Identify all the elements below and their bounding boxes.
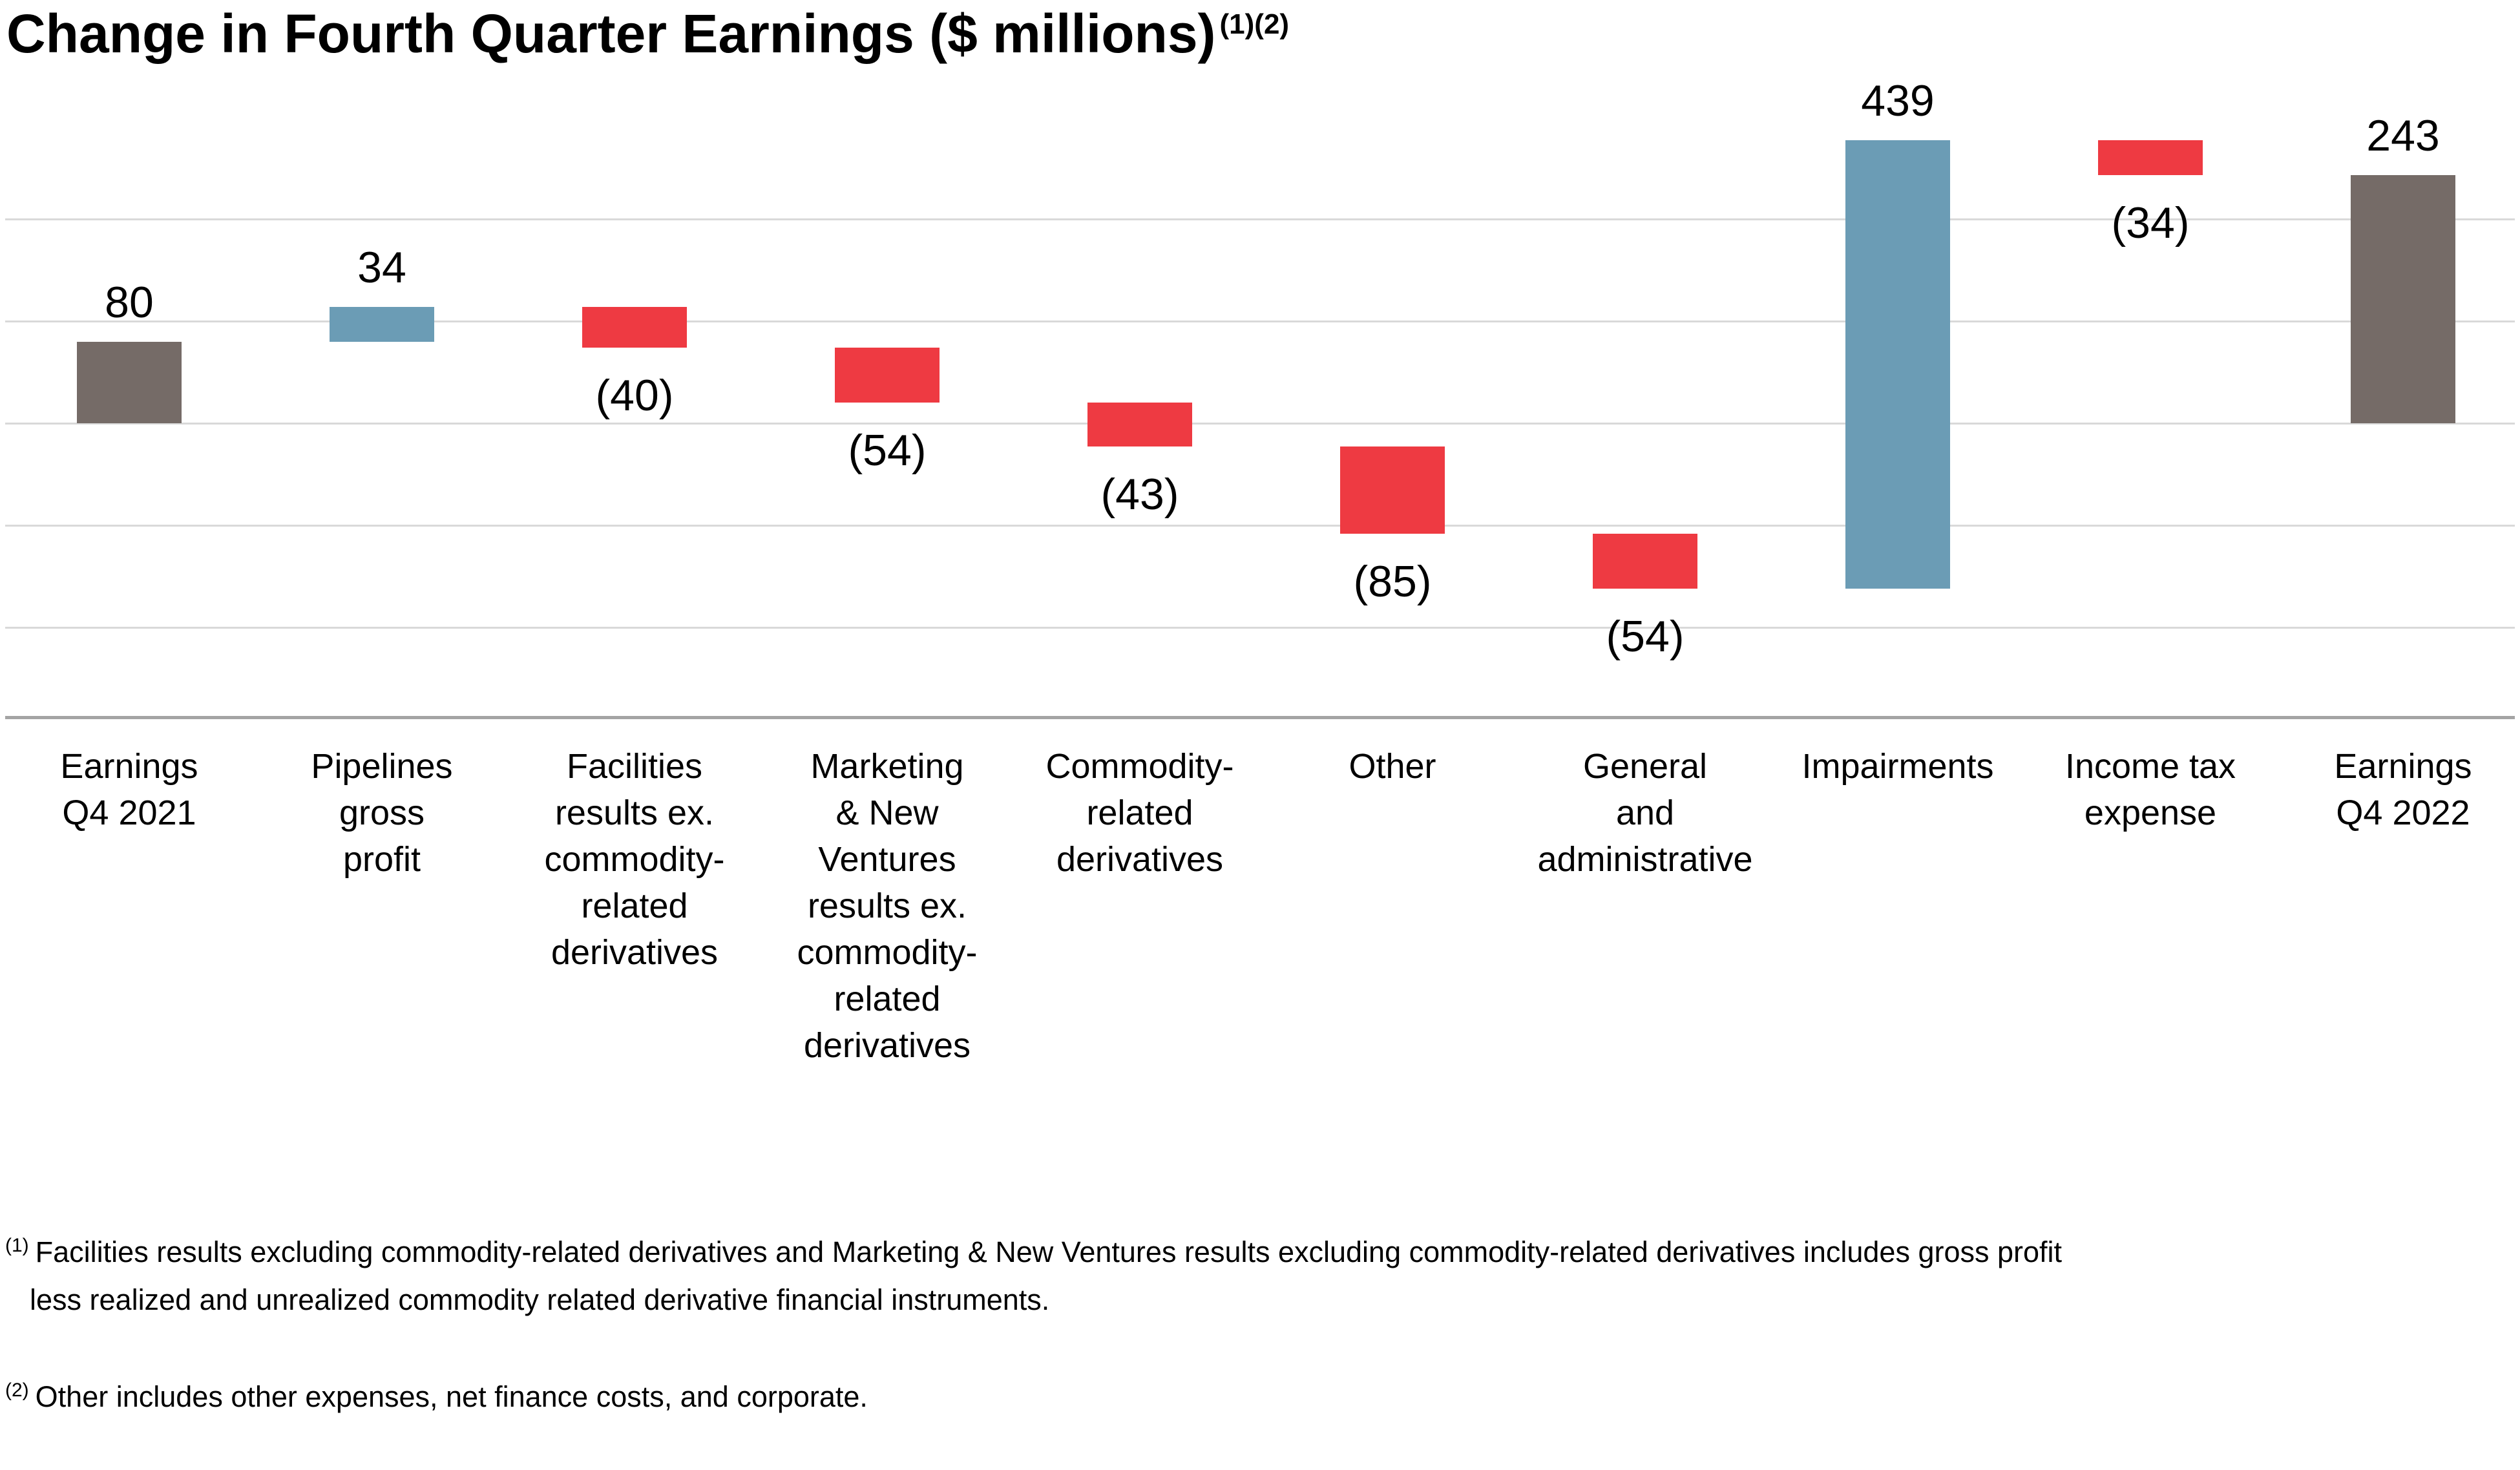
footnote-1-line-1: (1) Facilities results excluding commodit…	[5, 1235, 2062, 1269]
waterfall-bar-income-tax	[2098, 140, 2203, 176]
category-label-pipelines: Pipelines gross profit	[311, 747, 453, 879]
category-label-general: General and administrative	[1537, 747, 1753, 879]
chart-title-text: Change in Fourth Quarter Earnings ($ mil…	[6, 3, 1216, 64]
category-label-impairments: Impairments	[1801, 747, 1994, 786]
value-label-income-tax: (34)	[2111, 198, 2190, 248]
waterfall-bar-commodity-	[1087, 403, 1192, 447]
category-label-income-tax: Income tax expense	[2064, 747, 2236, 832]
footnote-2: (2) Other includes other expenses, net fi…	[5, 1380, 868, 1414]
waterfall-bar-general	[1593, 533, 1697, 589]
waterfall-bar-other	[1340, 446, 1445, 534]
category-label-earnings: Earnings Q4 2021	[60, 747, 198, 832]
x-axis-line	[5, 716, 2515, 719]
value-label-earnings: 80	[105, 277, 154, 327]
gridline-0	[5, 422, 2515, 425]
waterfall-bar-pipelines	[330, 306, 434, 342]
category-label-commodity-: Commodity- related derivatives	[1045, 747, 1234, 879]
footnote-1-text-continued: less realized and unrealized commodity r…	[30, 1283, 1050, 1316]
footnote-2-marker: (2)	[5, 1380, 29, 1401]
value-label-other: (85)	[1353, 556, 1432, 606]
waterfall-bar-facilities	[582, 306, 687, 348]
value-label-marketing: (54)	[848, 426, 927, 476]
gridline-100	[5, 320, 2515, 322]
chart-title: Change in Fourth Quarter Earnings ($ mil…	[6, 3, 1289, 65]
value-label-commodity-: (43)	[1100, 470, 1179, 520]
value-label-pipelines: 34	[357, 242, 406, 292]
value-label-general: (54)	[1606, 611, 1685, 661]
waterfall-bar-impairments	[1845, 140, 1950, 589]
footnote-2-text: Other includes other expenses, net finan…	[35, 1380, 868, 1413]
gridline--200	[5, 626, 2515, 629]
value-label-facilities: (40)	[595, 371, 674, 421]
footnote-1-marker: (1)	[5, 1235, 29, 1256]
gridline-200	[5, 218, 2515, 220]
gridline--100	[5, 524, 2515, 527]
waterfall-bar-marketing	[835, 348, 940, 403]
value-label-earnings: 243	[2366, 111, 2440, 161]
title-footnote-refs: (1)(2)	[1219, 8, 1290, 40]
category-label-earnings: Earnings Q4 2022	[2334, 747, 2472, 832]
category-label-other: Other	[1349, 747, 1436, 786]
waterfall-bar-earnings	[2351, 175, 2455, 423]
waterfall-bar-earnings	[77, 341, 182, 423]
value-label-impairments: 439	[1861, 76, 1935, 126]
footnote-1-line-2: less realized and unrealized commodity r…	[30, 1283, 1049, 1317]
category-label-marketing: Marketing & New Ventures results ex. com…	[797, 747, 978, 1065]
footnote-1-text: Facilities results excluding commodity-r…	[35, 1235, 2063, 1268]
category-label-facilities: Facilities results ex. commodity- relate…	[544, 747, 725, 972]
